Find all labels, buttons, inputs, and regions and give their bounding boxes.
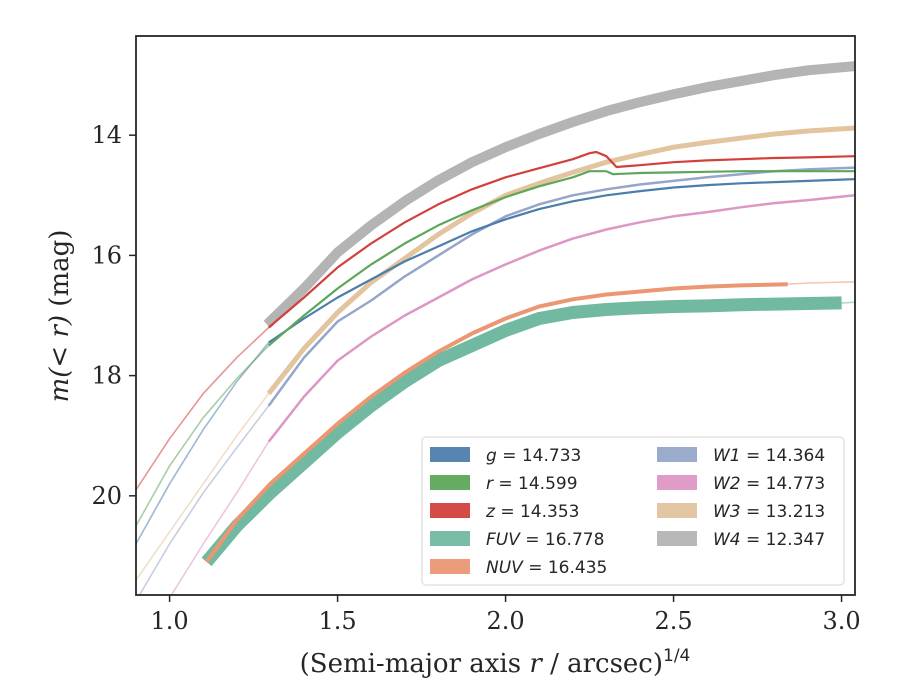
legend-item-z: z = 14.353 bbox=[430, 502, 579, 522]
x-tick-label: 2.5 bbox=[654, 607, 692, 635]
series-line bbox=[267, 166, 855, 407]
legend-item-w1: W1 = 14.364 bbox=[657, 446, 825, 466]
legend-item-g: g = 14.733 bbox=[430, 446, 581, 466]
legend-swatch bbox=[657, 503, 697, 518]
series-nuv bbox=[204, 281, 855, 564]
x-axis-label: (Semi-major axis r / arcsec)1/4 bbox=[300, 646, 691, 679]
series-z bbox=[136, 150, 855, 491]
series-line bbox=[204, 282, 788, 564]
legend: g = 14.733 r = 14.599 z = 14.353 FUV = 16.7… bbox=[421, 436, 845, 586]
legend-swatch bbox=[430, 559, 470, 574]
series-extension-line bbox=[787, 281, 855, 285]
series-line bbox=[263, 61, 855, 329]
series-line bbox=[201, 296, 842, 567]
legend-box bbox=[421, 436, 845, 586]
legend-item-w4: W4 = 12.347 bbox=[657, 530, 825, 550]
y-tick-label: 14 bbox=[91, 121, 122, 149]
tick-layer: 1.0 1.5 2.0 2.5 3.0 14 16 18 20 bbox=[91, 121, 860, 635]
series-extension-line bbox=[136, 393, 270, 581]
y-axis-label: m(< r) (mag) bbox=[45, 230, 75, 403]
series-w1 bbox=[138, 166, 855, 595]
y-tick-label: 20 bbox=[91, 482, 122, 510]
x-tick-label: 1.0 bbox=[151, 607, 189, 635]
series-layer bbox=[136, 61, 855, 595]
series-line bbox=[268, 178, 855, 344]
series-line bbox=[267, 150, 855, 329]
legend-item-w2: W2 = 14.773 bbox=[657, 474, 825, 494]
series-extension-line bbox=[138, 405, 270, 595]
x-tick-label: 2.0 bbox=[486, 607, 524, 635]
series-r bbox=[136, 170, 855, 527]
legend-label: r = 14.599 bbox=[486, 474, 578, 494]
legend-item-w3: W3 = 13.213 bbox=[657, 502, 825, 522]
series-w2 bbox=[170, 194, 855, 595]
legend-swatch bbox=[430, 447, 470, 462]
series-extension-line bbox=[136, 326, 270, 491]
series-fuv bbox=[201, 296, 855, 567]
x-tick-label: 3.0 bbox=[822, 607, 860, 635]
legend-swatch bbox=[657, 447, 697, 462]
legend-label: FUV = 16.778 bbox=[486, 530, 604, 550]
legend-swatch bbox=[657, 531, 697, 546]
legend-label: W2 = 14.773 bbox=[713, 474, 825, 494]
y-tick-label: 16 bbox=[91, 241, 122, 269]
x-tick-label: 1.5 bbox=[319, 607, 357, 635]
legend-label: NUV = 16.435 bbox=[486, 558, 607, 578]
legend-swatch bbox=[657, 475, 697, 490]
legend-swatch bbox=[430, 475, 470, 490]
legend-swatch bbox=[430, 503, 470, 518]
legend-swatch bbox=[430, 531, 470, 546]
series-extension-line bbox=[170, 441, 270, 595]
y-tick-label: 18 bbox=[91, 362, 122, 390]
series-w4 bbox=[263, 61, 855, 329]
series-extension-line bbox=[136, 345, 270, 527]
legend-label: W4 = 12.347 bbox=[713, 530, 825, 550]
legend-item-nuv: NUV = 16.435 bbox=[430, 558, 607, 578]
legend-item-fuv: FUV = 16.778 bbox=[430, 530, 604, 550]
legend-label: W1 = 14.364 bbox=[713, 446, 825, 466]
series-extension-line bbox=[841, 301, 855, 304]
series-w3 bbox=[136, 125, 855, 581]
series-line bbox=[267, 170, 855, 347]
series-line bbox=[267, 194, 855, 443]
legend-item-r: r = 14.599 bbox=[430, 474, 578, 494]
series-line bbox=[266, 125, 855, 396]
legend-label: g = 14.733 bbox=[486, 446, 581, 466]
plot-frame bbox=[135, 35, 856, 596]
legend-label: W3 = 13.213 bbox=[713, 502, 825, 522]
legend-label: z = 14.353 bbox=[485, 502, 579, 522]
